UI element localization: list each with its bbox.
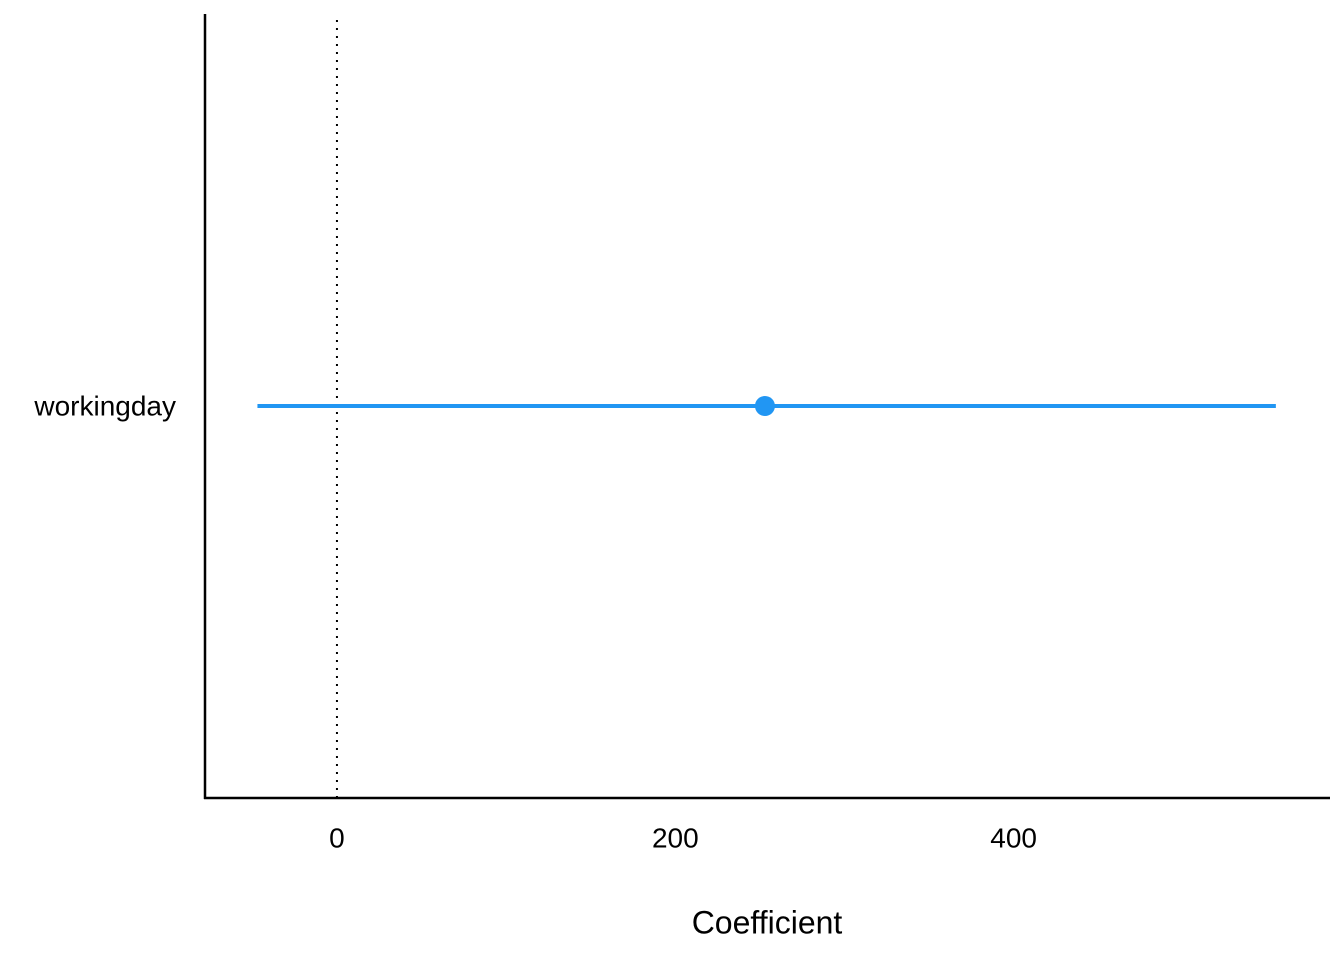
point-estimate — [754, 396, 775, 416]
x-tick-label: 0 — [329, 822, 345, 853]
y-tick-label: workingday — [33, 390, 176, 421]
x-tick-label: 200 — [652, 822, 699, 853]
x-tick-label: 400 — [990, 822, 1037, 853]
x-axis-label: Coefficient — [692, 904, 843, 940]
